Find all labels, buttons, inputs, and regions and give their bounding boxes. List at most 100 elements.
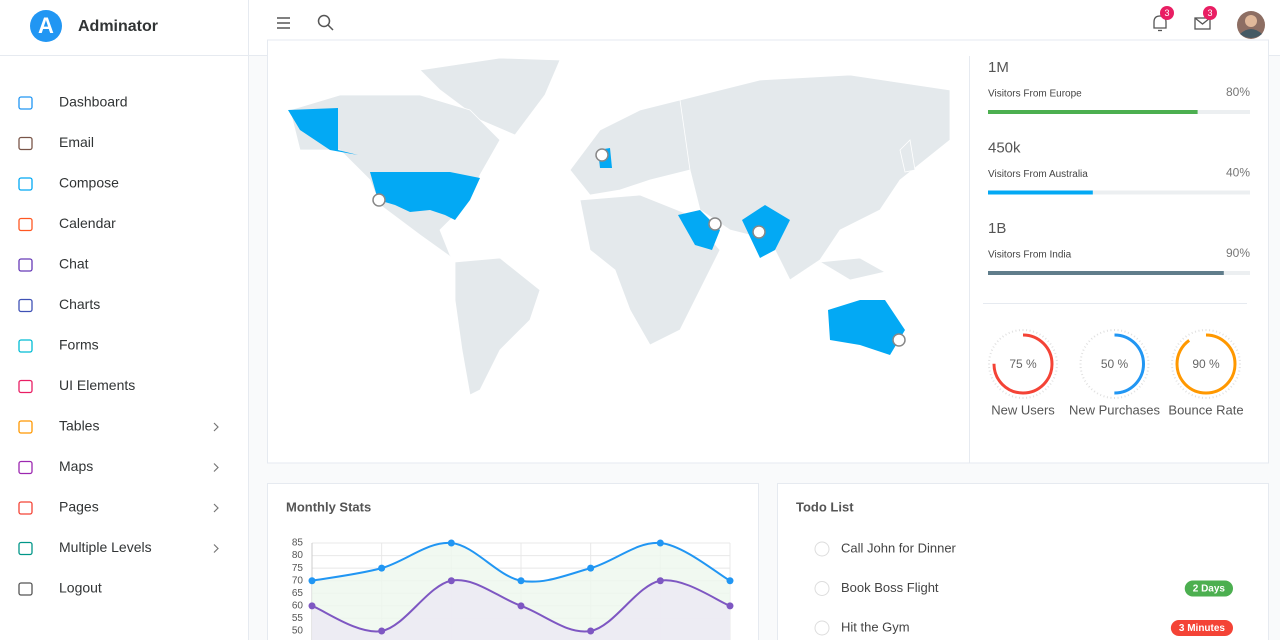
search-icon[interactable] (317, 14, 334, 31)
gauge-tick (990, 376, 994, 379)
menu-icon (18, 217, 33, 232)
gauge-tick (1142, 380, 1146, 382)
gauge-tick (1047, 340, 1050, 343)
gauge-tick (1179, 340, 1182, 343)
visitor-label: Visitors From Europe (988, 89, 1082, 100)
data-point (447, 539, 455, 547)
menu-item[interactable]: Multiple Levels (18, 539, 219, 555)
menu-item[interactable]: Compose (18, 175, 119, 191)
mail-icon[interactable] (1194, 17, 1211, 30)
gauge-tick (1234, 380, 1237, 382)
gauge-tick (1182, 388, 1185, 391)
gauge-tick (1234, 346, 1237, 348)
gauge-tick (1222, 392, 1224, 395)
gauge-tick (1235, 349, 1239, 352)
gauge-tick (1227, 388, 1230, 391)
menu-toggle[interactable] (277, 17, 290, 29)
todo-badge (1170, 620, 1233, 636)
brand-name[interactable]: Adminator (78, 18, 158, 35)
gauge-tick (1035, 393, 1038, 397)
y-tick-label: 50 (292, 626, 304, 637)
gauge-tick (1140, 382, 1144, 385)
todo-checkbox[interactable] (814, 581, 830, 596)
gauge-name: New Users (991, 402, 1055, 417)
gauge-tick (1224, 335, 1227, 338)
gauge-tick (1130, 392, 1133, 395)
gauge-tick (1133, 390, 1136, 393)
notification-count: 3 (1164, 8, 1169, 18)
todo-badge-text: 3 Minutes (1179, 623, 1226, 634)
gauge-tick (1188, 333, 1190, 336)
map-markers[interactable] (372, 148, 906, 347)
gauge-tick (1127, 331, 1130, 335)
chevron (213, 463, 219, 472)
gauge-tick (1005, 392, 1007, 395)
gauge-tick (1052, 376, 1056, 379)
gauge-tick (1235, 376, 1239, 379)
gauge-tick (1138, 385, 1141, 388)
gauge-tick (1039, 392, 1041, 395)
menu-item[interactable]: Tables (18, 418, 219, 434)
chevron (213, 544, 219, 553)
gauge-tick (1191, 393, 1194, 397)
menu-item[interactable]: Charts (18, 296, 100, 312)
menu-item[interactable]: UI Elements (18, 377, 135, 393)
message-count: 3 (1207, 8, 1212, 18)
menu-icon (18, 136, 33, 151)
menu-item[interactable]: Forms (18, 337, 99, 353)
gauge-tick (1099, 393, 1102, 397)
todo-checkbox[interactable] (814, 620, 830, 636)
highlighted-countries (288, 108, 905, 355)
menu-icon (18, 420, 33, 434)
gauge-tick (1136, 337, 1139, 340)
menu-item[interactable]: Calendar (18, 215, 116, 232)
series-area (312, 580, 730, 640)
y-tick-label: 80 (292, 550, 304, 561)
gauge-tick (1177, 343, 1180, 346)
gauge-tick (1090, 337, 1093, 340)
gauge-tick (1002, 335, 1005, 338)
gauge-name: New Purchases (1069, 402, 1161, 417)
gauge-tick (1035, 331, 1038, 335)
gauge-tick (999, 388, 1002, 391)
gauge-tick (1124, 330, 1126, 333)
message-badge (1203, 6, 1217, 20)
gauge-tick (1138, 340, 1141, 343)
gauge-tick (1088, 340, 1091, 343)
progress-track (988, 190, 1250, 195)
avatar[interactable] (1237, 11, 1265, 39)
gauge-tick (1127, 393, 1130, 397)
gauge-tick (1085, 343, 1089, 346)
gauge-tick (1051, 380, 1054, 382)
menu-item[interactable]: Chat (18, 256, 89, 272)
menu-item[interactable]: Email (18, 134, 94, 151)
data-point (656, 577, 664, 585)
chevron (213, 422, 219, 432)
y-tick-label: 85 (292, 538, 304, 549)
menu-item[interactable]: Maps (18, 458, 219, 474)
bell-icon[interactable] (1153, 15, 1167, 32)
data-point (587, 564, 595, 572)
gauge-tick (1099, 331, 1102, 335)
todo-checkbox[interactable] (814, 541, 830, 557)
notification-badge (1160, 6, 1174, 20)
gauge-tick (1232, 382, 1235, 385)
todo-text: Call John for Dinner (841, 540, 957, 555)
gauge-tick (1230, 340, 1233, 343)
logo-letter: A (38, 13, 54, 38)
gauge-tick (1008, 331, 1011, 335)
gauge-value: 75 % (1009, 357, 1037, 371)
data-point (656, 539, 664, 547)
menu-item[interactable]: Logout (18, 580, 102, 596)
gauge-arc (992, 333, 1054, 395)
gauge-name: Bounce Rate (1168, 402, 1243, 417)
gauge-tick (1044, 337, 1047, 340)
progress-bar (988, 190, 1093, 195)
gauge-tick (1140, 343, 1144, 346)
gauge-tick (1011, 395, 1014, 398)
logo[interactable] (30, 10, 62, 42)
menu-item[interactable]: Dashboard (18, 94, 128, 110)
data-point (447, 577, 455, 585)
menu-item[interactable]: Pages (18, 499, 219, 515)
